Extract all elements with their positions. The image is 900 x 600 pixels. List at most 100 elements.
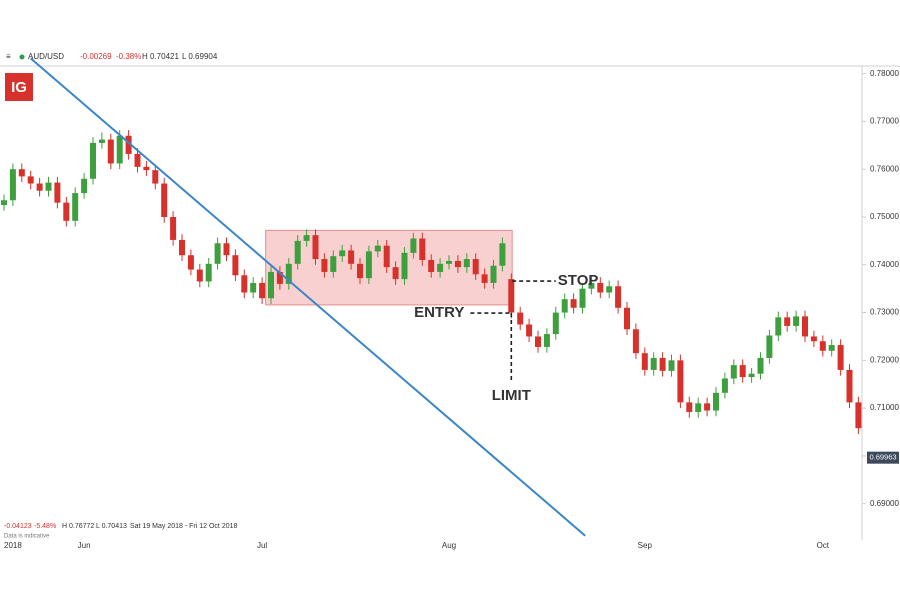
period-change-pct: -5.48% xyxy=(34,523,56,530)
status-dot xyxy=(19,54,25,60)
candle-body xyxy=(63,202,70,221)
logo: IG xyxy=(11,79,27,96)
candle-body xyxy=(374,245,381,252)
candle-body xyxy=(481,274,488,283)
candle-body xyxy=(650,357,657,370)
candle-body xyxy=(161,183,168,217)
candle-body xyxy=(606,286,613,293)
candle-body xyxy=(855,402,862,429)
candle-body xyxy=(535,336,541,347)
candle-body xyxy=(392,267,399,280)
candle-body xyxy=(205,263,212,282)
candle-body xyxy=(490,265,497,283)
x-tick-label: Aug xyxy=(442,541,456,550)
trendline xyxy=(30,57,586,537)
candle-body xyxy=(819,341,826,351)
change-pct: -0.38% xyxy=(116,52,141,61)
candle-body xyxy=(285,263,292,284)
candle-body xyxy=(36,183,43,191)
candle-body xyxy=(588,282,595,289)
candle-body xyxy=(232,255,239,276)
candle-body xyxy=(597,282,604,293)
candle-body xyxy=(401,252,408,280)
symbol[interactable]: AUD/USD xyxy=(28,52,64,61)
period-change: -0.04123 xyxy=(4,523,32,530)
candle-body xyxy=(268,271,274,299)
candle-body xyxy=(472,259,479,275)
candle-body xyxy=(810,336,817,342)
candle-body xyxy=(739,365,746,378)
candle-body xyxy=(170,216,177,240)
candle-body xyxy=(1,200,7,206)
candle-body xyxy=(428,259,435,272)
candle-body xyxy=(383,245,390,268)
candle-body xyxy=(134,153,141,167)
period-high: H 0.76772 xyxy=(62,523,94,530)
candle-body xyxy=(686,402,693,412)
candle-body xyxy=(802,316,808,337)
candle-body xyxy=(721,378,728,393)
candle-body xyxy=(223,243,230,256)
limit-label: LIMIT xyxy=(492,387,531,404)
period-range: Sat 19 May 2018 - Fri 12 Oct 2018 xyxy=(130,523,237,530)
candle-body xyxy=(330,256,337,272)
x-tick-label: Jul xyxy=(257,541,267,550)
candle-body xyxy=(561,299,568,313)
candle-body xyxy=(526,324,533,337)
entry-label: ENTRY xyxy=(414,304,464,321)
x-tick-label: Sep xyxy=(638,541,653,550)
candle-body xyxy=(463,259,470,268)
x-tick-label: Jun xyxy=(78,541,91,550)
candle-body xyxy=(27,176,34,184)
candle-body xyxy=(45,182,52,191)
y-tick-label: 0.78000 xyxy=(870,69,899,78)
candle-body xyxy=(312,235,319,260)
y-tick-label: 0.69000 xyxy=(870,499,899,508)
candle-body xyxy=(303,235,310,241)
y-tick-label: 0.73000 xyxy=(870,308,899,317)
candle-body xyxy=(18,169,25,177)
candle-body xyxy=(446,260,452,264)
candle-body xyxy=(766,335,773,358)
candle-body xyxy=(116,135,123,164)
candle-body xyxy=(90,142,96,179)
candle-body xyxy=(196,269,203,282)
change: -0.00269 xyxy=(80,52,112,61)
candle-body xyxy=(775,317,782,336)
period-low: L 0.70413 xyxy=(96,523,127,530)
menu-icon[interactable]: ≡ xyxy=(6,52,11,61)
y-tick-label: 0.75000 xyxy=(870,212,899,221)
candle-body xyxy=(9,169,16,201)
candle-body xyxy=(348,250,355,264)
candle-body xyxy=(677,360,684,403)
x-tick-label: 2018 xyxy=(4,541,22,550)
candle-body xyxy=(454,260,461,268)
candle-body xyxy=(259,282,266,299)
candle-body xyxy=(98,139,105,143)
candle-body xyxy=(152,170,159,184)
candle-body xyxy=(437,263,444,272)
candle-body xyxy=(659,357,666,371)
candle-body xyxy=(508,279,515,313)
y-tick-label: 0.72000 xyxy=(870,355,899,364)
candle-body xyxy=(81,178,88,194)
candle-body xyxy=(784,317,791,326)
candle-body xyxy=(143,166,150,171)
candle-body xyxy=(632,329,639,354)
candle-body xyxy=(668,360,675,371)
y-tick-label: 0.77000 xyxy=(870,117,899,126)
candle-body xyxy=(499,243,506,266)
candle-body xyxy=(125,135,132,154)
candle-body xyxy=(419,238,426,260)
candle-body xyxy=(339,250,346,257)
candle-body xyxy=(695,403,702,412)
candle-body xyxy=(713,392,719,411)
candle-body xyxy=(179,239,185,256)
candle-body xyxy=(615,286,622,308)
candle-body xyxy=(517,312,524,325)
candle-body xyxy=(846,369,853,403)
candle-body xyxy=(579,288,586,308)
candle-body xyxy=(294,240,301,264)
candle-body xyxy=(250,282,257,293)
